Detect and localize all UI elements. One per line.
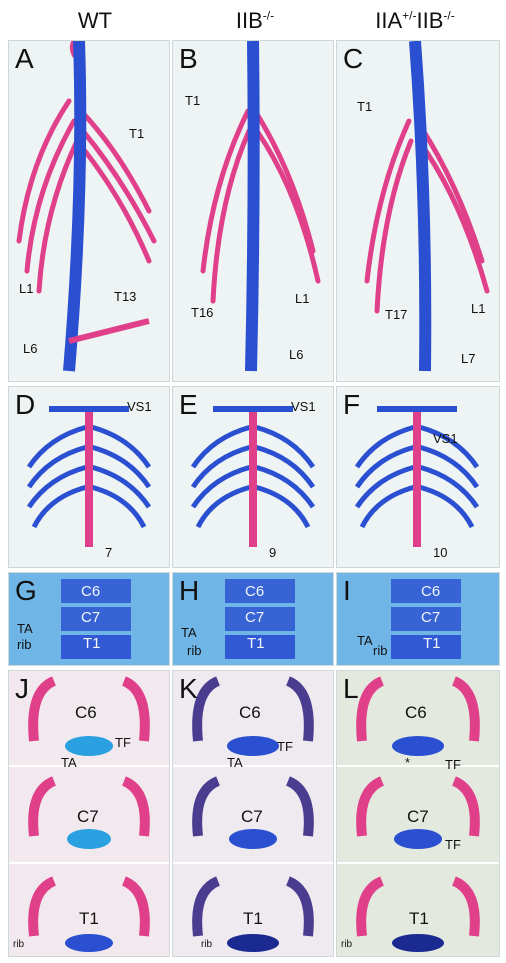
panel-d: D VS1 7 bbox=[8, 386, 170, 568]
panel-letter: H bbox=[179, 575, 200, 606]
panel-l: L C6 * TF C7 TF T1 rib bbox=[336, 670, 500, 957]
panel-j: J C6 TA TF C7 T1 rib bbox=[8, 670, 170, 957]
panel-a: A T1 L1 T13 L6 bbox=[8, 40, 170, 382]
label-rib: rib bbox=[373, 643, 388, 658]
sternum-figure bbox=[354, 406, 480, 547]
label-count: 9 bbox=[269, 545, 277, 560]
label-tf: TF bbox=[115, 735, 131, 750]
label-t1: T1 bbox=[409, 909, 429, 928]
panel-e: E VS1 9 bbox=[172, 386, 334, 568]
label-c7: C7 bbox=[421, 609, 441, 626]
label-vs1: VS1 bbox=[127, 399, 152, 414]
label-l7: L7 bbox=[461, 351, 476, 366]
label-t1: T1 bbox=[79, 909, 99, 928]
label-l1: L1 bbox=[471, 301, 486, 316]
sternum-figure bbox=[26, 406, 152, 547]
label-rib: rib bbox=[201, 939, 213, 950]
label-c6: C6 bbox=[421, 583, 441, 600]
panel-letter: G bbox=[15, 575, 37, 606]
skeleton-figure bbox=[364, 41, 490, 372]
label-rib: rib bbox=[13, 939, 25, 950]
label-l1: L1 bbox=[295, 291, 310, 306]
label-t1: T1 bbox=[243, 909, 263, 928]
column-label: IIA bbox=[375, 8, 403, 33]
label-ta: TA bbox=[61, 755, 77, 770]
panel-letter: I bbox=[343, 575, 351, 606]
sternum-figure bbox=[190, 406, 316, 547]
column-sup: -/- bbox=[262, 8, 275, 23]
vertebrae-figure bbox=[391, 579, 461, 659]
label-t1: T1 bbox=[247, 635, 265, 652]
label-t16: T16 bbox=[191, 305, 214, 320]
label-vs1: VS1 bbox=[291, 399, 316, 414]
label-ta: TA bbox=[181, 625, 197, 640]
label-t1: T1 bbox=[357, 99, 373, 114]
label-ta: TA bbox=[357, 633, 373, 648]
label-tf: TF bbox=[277, 739, 293, 754]
panel-letter: B bbox=[179, 43, 198, 74]
panel-letter: J bbox=[15, 673, 29, 704]
panel-letter: E bbox=[179, 389, 198, 420]
panel-letter: K bbox=[179, 673, 198, 704]
panel-letter: L bbox=[343, 673, 359, 704]
panel-h: H C6 C7 T1 TA rib bbox=[172, 572, 334, 666]
label-l6: L6 bbox=[289, 347, 304, 362]
panel-b: B T1 T16 L1 L6 bbox=[172, 40, 334, 382]
label-t1: T1 bbox=[185, 93, 201, 108]
label-c6: C6 bbox=[75, 703, 97, 722]
label-t1: T1 bbox=[83, 635, 101, 652]
vertebra-cross-sections bbox=[173, 676, 333, 952]
panel-k: K C6 TA TF C7 T1 rib bbox=[172, 670, 334, 957]
column-header-wt: WT bbox=[20, 8, 170, 34]
column-header-iib: IIB-/- bbox=[180, 8, 330, 34]
column-label: IIB bbox=[235, 8, 263, 33]
column-header-iia-iib: IIA+/-IIB-/- bbox=[340, 8, 490, 34]
label-c7: C7 bbox=[241, 807, 263, 826]
column-sup: +/- bbox=[402, 8, 417, 23]
label-t17: T17 bbox=[385, 307, 408, 322]
label-c7: C7 bbox=[77, 807, 99, 826]
label-rib: rib bbox=[187, 643, 202, 658]
label-rib: rib bbox=[341, 939, 353, 950]
panel-letter: C bbox=[343, 43, 364, 74]
label-c6: C6 bbox=[81, 583, 101, 600]
panel-i: I C6 C7 T1 TA rib bbox=[336, 572, 500, 666]
label-rib: rib bbox=[17, 637, 32, 652]
panel-letter: A bbox=[15, 43, 34, 74]
label-ta: TA bbox=[227, 755, 243, 770]
label-tf: TF bbox=[445, 757, 461, 772]
label-count: 7 bbox=[105, 545, 113, 560]
label-tf: TF bbox=[445, 837, 461, 852]
label-c7: C7 bbox=[245, 609, 265, 626]
label-c6: C6 bbox=[405, 703, 427, 722]
label-asterisk: * bbox=[405, 755, 411, 770]
label-l1: L1 bbox=[19, 281, 34, 296]
panel-letter: F bbox=[343, 389, 361, 420]
label-count: 10 bbox=[433, 545, 448, 560]
skeleton-figure bbox=[16, 41, 157, 372]
label-c7: C7 bbox=[407, 807, 429, 826]
vertebra-cross-sections bbox=[337, 676, 499, 952]
panel-f: F VS1 10 bbox=[336, 386, 500, 568]
label-l6: L6 bbox=[23, 341, 38, 356]
skeleton-figure bbox=[200, 41, 321, 372]
label-t1: T1 bbox=[129, 126, 145, 141]
panel-g: G C6 C7 T1 TA rib bbox=[8, 572, 170, 666]
label-t13: T13 bbox=[114, 289, 137, 304]
panel-c: C T1 T17 L1 L7 bbox=[336, 40, 500, 382]
column-sup: -/- bbox=[443, 8, 455, 23]
label-ta: TA bbox=[17, 621, 33, 636]
label-t1: T1 bbox=[423, 635, 441, 652]
column-label: WT bbox=[77, 8, 113, 33]
panel-letter: D bbox=[15, 389, 36, 420]
vertebrae-figure bbox=[61, 579, 131, 659]
vertebrae-figure bbox=[225, 579, 295, 659]
label-c7: C7 bbox=[81, 609, 101, 626]
label-c6: C6 bbox=[245, 583, 265, 600]
column-label: IIB bbox=[416, 8, 444, 33]
label-vs1: VS1 bbox=[433, 431, 458, 446]
vertebra-cross-sections bbox=[9, 676, 169, 952]
label-c6: C6 bbox=[239, 703, 261, 722]
